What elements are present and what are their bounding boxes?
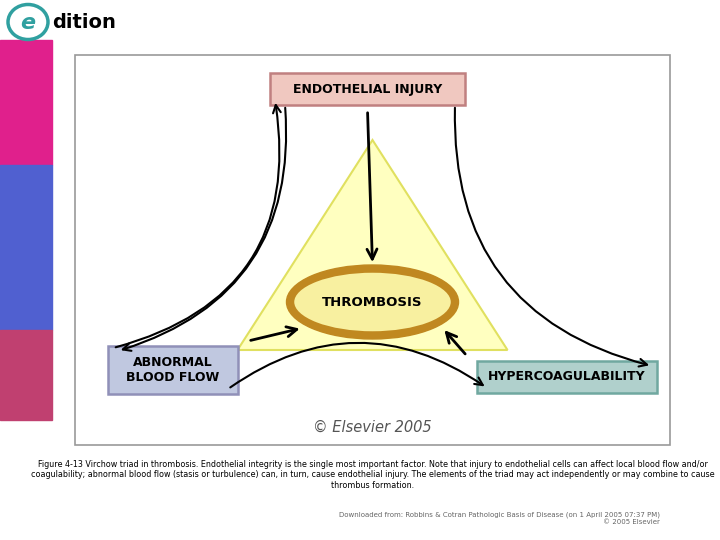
Text: © Elsevier 2005: © Elsevier 2005 <box>313 420 432 435</box>
Bar <box>0 330 52 420</box>
Ellipse shape <box>287 265 459 339</box>
Text: Figure 4-13 Virchow triad in thrombosis. Endothelial integrity is the single mos: Figure 4-13 Virchow triad in thrombosis.… <box>31 460 714 490</box>
Bar <box>0 165 52 330</box>
Text: THROMBOSIS: THROMBOSIS <box>323 295 423 308</box>
FancyBboxPatch shape <box>108 346 238 394</box>
FancyBboxPatch shape <box>270 73 465 105</box>
Text: ABNORMAL
BLOOD FLOW: ABNORMAL BLOOD FLOW <box>127 356 220 384</box>
Text: ENDOTHELIAL INJURY: ENDOTHELIAL INJURY <box>293 83 442 96</box>
Text: e: e <box>20 13 35 33</box>
Text: dition: dition <box>52 12 116 31</box>
Text: HYPERCOAGULABILITY: HYPERCOAGULABILITY <box>488 370 646 383</box>
Ellipse shape <box>8 4 48 39</box>
Bar <box>0 40 52 165</box>
Bar <box>75 55 670 445</box>
Text: Downloaded from: Robbins & Cotran Pathologic Basis of Disease (on 1 April 2005 0: Downloaded from: Robbins & Cotran Pathol… <box>339 511 660 525</box>
FancyBboxPatch shape <box>477 361 657 393</box>
Ellipse shape <box>292 271 452 333</box>
Polygon shape <box>238 140 508 350</box>
